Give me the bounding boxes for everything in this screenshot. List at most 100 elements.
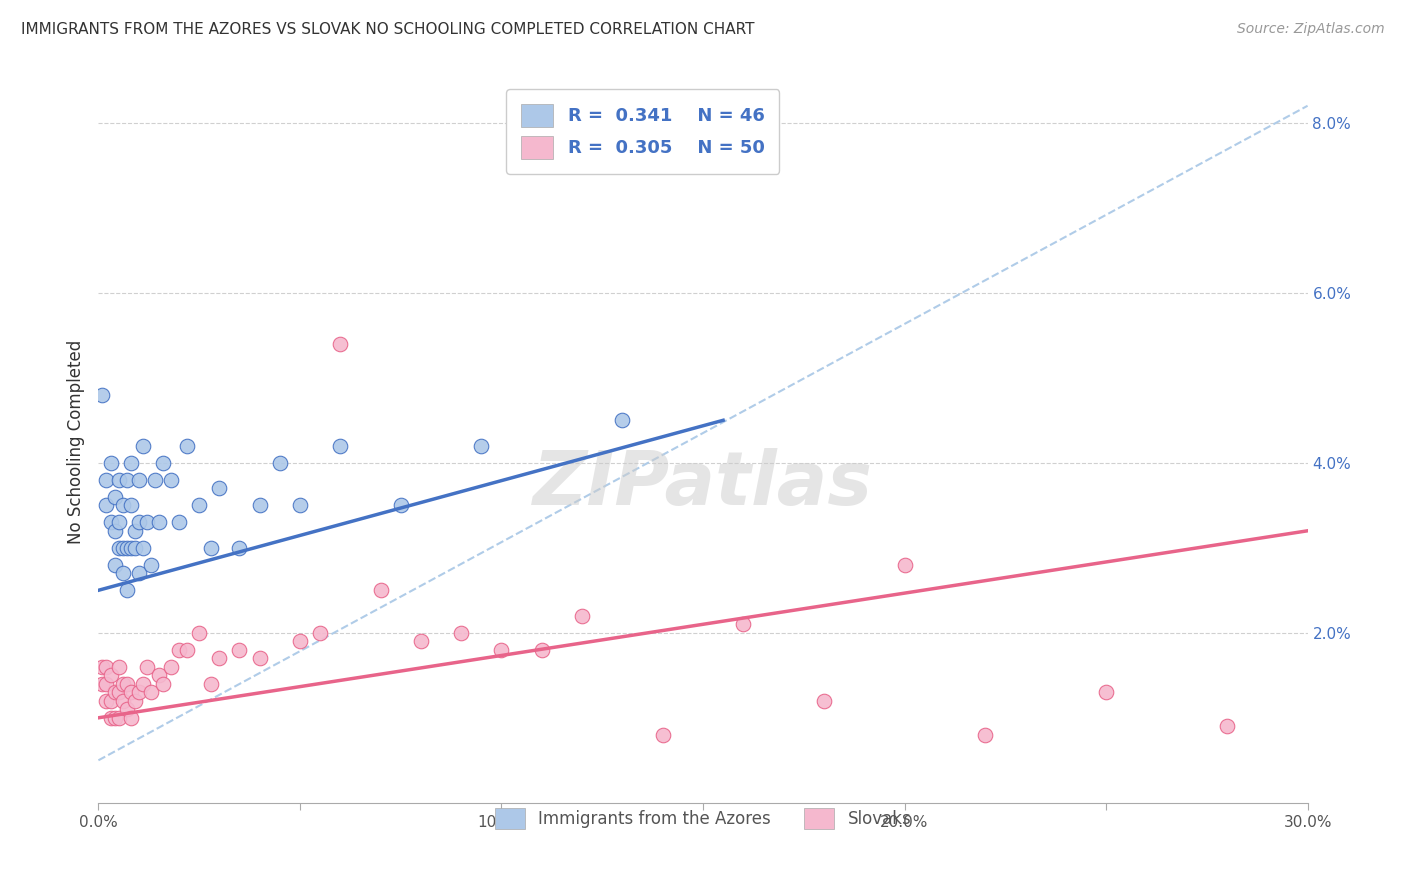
Point [100,516,122,530]
Point [491,642,513,657]
Point [148,516,170,530]
Point [128,516,150,530]
Point [249,651,271,665]
Point [167,516,190,530]
Point [111,677,134,691]
Point [100,711,122,725]
Point [288,498,311,512]
Point [249,498,271,512]
Point [228,642,250,657]
Point [152,456,174,470]
Point [148,668,170,682]
Point [103,711,125,725]
Point [124,524,146,538]
Point [160,473,183,487]
Point [733,617,755,632]
Point [132,439,155,453]
Point [124,694,146,708]
Point [470,439,492,453]
Point [103,685,125,699]
Point [115,473,138,487]
Point [107,516,129,530]
Point [107,541,129,555]
Point [96,473,118,487]
Point [107,473,129,487]
Point [329,336,352,351]
Point [143,473,166,487]
Point [100,694,122,708]
Point [139,685,162,699]
Point [530,642,553,657]
Point [152,677,174,691]
Text: IMMIGRANTS FROM THE AZORES VS SLOVAK NO SCHOOLING COMPLETED CORRELATION CHART: IMMIGRANTS FROM THE AZORES VS SLOVAK NO … [21,22,755,37]
Point [228,541,250,555]
Point [132,541,155,555]
Point [167,642,190,657]
Point [115,677,138,691]
Point [974,728,997,742]
Point [115,583,138,598]
Point [288,634,311,648]
Point [651,728,673,742]
Point [200,677,222,691]
Point [100,668,122,682]
Point [309,625,332,640]
Point [91,677,114,691]
Point [128,566,150,581]
Point [188,498,211,512]
Point [571,608,593,623]
Point [1095,685,1118,699]
Y-axis label: No Schooling Completed: No Schooling Completed [66,340,84,543]
Point [124,541,146,555]
Legend: Immigrants from the Azores, Slovaks: Immigrants from the Azores, Slovaks [486,800,920,838]
Point [135,660,157,674]
Point [120,685,142,699]
Point [111,694,134,708]
Point [132,677,155,691]
Point [107,685,129,699]
Point [188,625,211,640]
Point [329,439,352,453]
Point [107,660,129,674]
Point [100,456,122,470]
Point [120,711,142,725]
Point [139,558,162,572]
Point [120,541,142,555]
Point [128,685,150,699]
Point [176,642,198,657]
Point [120,456,142,470]
Point [103,524,125,538]
Point [370,583,392,598]
Point [111,498,134,512]
Point [389,498,412,512]
Point [128,473,150,487]
Point [1216,719,1239,733]
Point [208,651,231,665]
Point [91,660,114,674]
Point [111,541,134,555]
Point [176,439,198,453]
Point [96,677,118,691]
Point [115,541,138,555]
Point [103,558,125,572]
Point [160,660,183,674]
Point [135,516,157,530]
Point [612,413,634,427]
Point [269,456,291,470]
Point [409,634,432,648]
Point [91,388,114,402]
Point [893,558,915,572]
Point [208,481,231,495]
Point [96,660,118,674]
Point [450,625,472,640]
Point [96,498,118,512]
Point [813,694,835,708]
Point [103,490,125,504]
Point [200,541,222,555]
Point [120,498,142,512]
Point [115,702,138,716]
Text: ZIPatlas: ZIPatlas [533,449,873,522]
Point [111,566,134,581]
Point [96,694,118,708]
Text: Source: ZipAtlas.com: Source: ZipAtlas.com [1237,22,1385,37]
